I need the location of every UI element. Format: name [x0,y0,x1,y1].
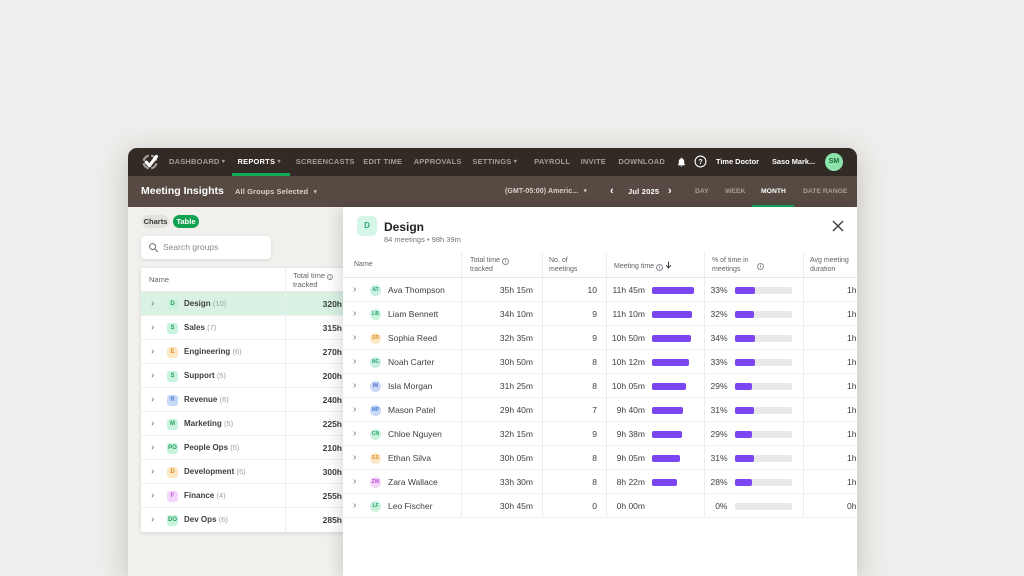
svg-text:?: ? [698,159,702,166]
